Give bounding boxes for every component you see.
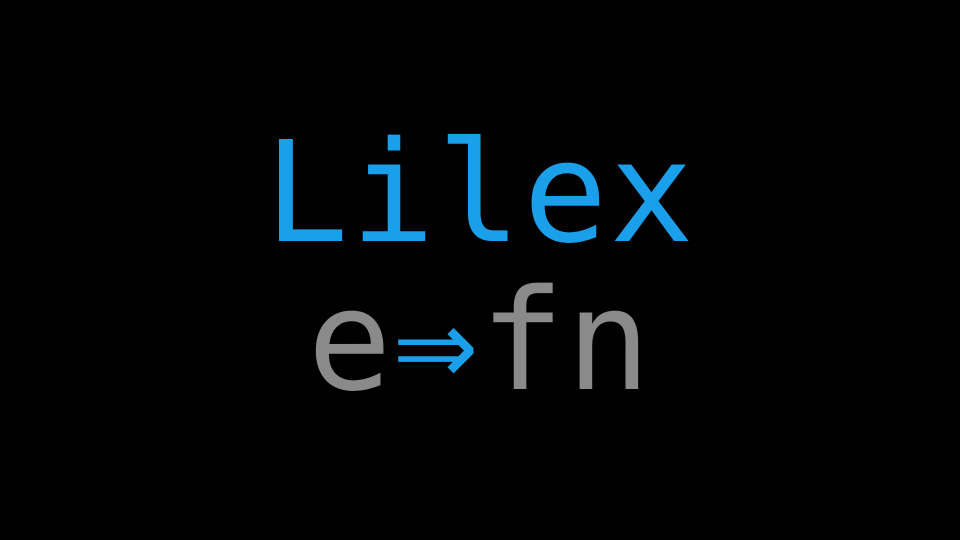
wordmark-text: Lilex (264, 112, 696, 275)
ligature-left: e (307, 260, 394, 423)
ligature-demo: e⇒fn (0, 272, 960, 412)
wordmark: Lilex (0, 124, 960, 264)
ligature-right: fn (480, 260, 653, 423)
double-arrow-icon: ⇒ (393, 260, 480, 423)
